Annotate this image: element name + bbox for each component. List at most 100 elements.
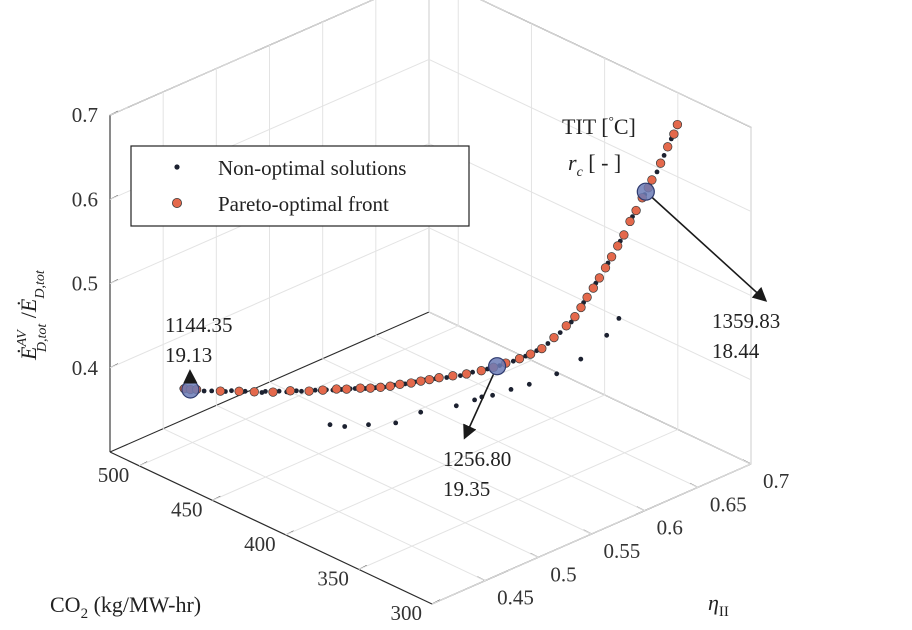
point-non-optimal	[453, 403, 459, 409]
axis-edge-right-top	[480, 0, 752, 128]
grid-line-z-right	[480, 0, 752, 128]
annotation-rc: 19.13	[165, 343, 212, 367]
grid-line-z	[109, 0, 374, 116]
point-pareto	[406, 378, 416, 388]
y-axis-label: CO2 (kg/MW-hr)	[50, 592, 201, 622]
point-non-optimal	[209, 388, 215, 394]
point-pareto	[588, 283, 598, 293]
z-axis-label: ĖAV D,tot /ĖD,tot	[15, 269, 50, 361]
point-pareto	[434, 373, 444, 383]
point-pareto	[448, 371, 458, 381]
tick-label-y: 400	[244, 532, 276, 556]
point-pareto	[582, 292, 592, 302]
tick-label-y: 350	[317, 566, 349, 590]
legend-label-non-optimal: Non-optimal solutions	[218, 156, 406, 180]
point-pareto	[669, 129, 679, 139]
point-pareto	[594, 273, 605, 283]
point-non-optimal	[545, 341, 551, 346]
point-non-optimal	[557, 330, 563, 335]
point-non-optimal	[229, 388, 234, 394]
point-highlighted	[488, 357, 507, 376]
annotation-rc: 19.35	[443, 477, 490, 501]
point-pareto	[234, 386, 244, 396]
point-pareto	[600, 263, 611, 273]
point-non-optimal	[242, 388, 248, 394]
point-pareto	[304, 386, 314, 396]
point-non-optimal	[470, 369, 475, 375]
point-non-optimal	[418, 409, 424, 415]
legend-marker-non-optimal	[174, 164, 180, 170]
grid-line-y-floor	[139, 325, 459, 467]
tick-label-y: 500	[98, 463, 130, 487]
point-non-optimal	[276, 388, 282, 394]
legend: Non-optimal solutions Pareto-optimal fro…	[130, 145, 470, 227]
point-pareto	[663, 142, 673, 152]
point-pareto	[647, 175, 657, 185]
legend-label-pareto: Pareto-optimal front	[218, 192, 389, 216]
tick-label-z: 0.5	[72, 272, 98, 296]
point-pareto	[655, 158, 666, 168]
point-non-optimal	[294, 388, 299, 394]
point-pareto	[549, 332, 559, 343]
point-pareto	[385, 381, 395, 391]
tick-label-z: 0.7	[72, 103, 98, 127]
grid-line-z-right	[428, 227, 752, 381]
annotation-arrow	[463, 374, 495, 440]
tick-label-x: 0.45	[497, 586, 534, 610]
grid-line-x-floor	[162, 428, 486, 582]
tick-label-x: 0.65	[710, 492, 747, 516]
point-pareto	[606, 252, 617, 262]
grid-line-x-floor	[269, 381, 592, 535]
tick-label-x: 0.6	[657, 516, 683, 540]
point-pareto	[365, 383, 376, 393]
annotations: 1144.35 19.13 1256.80 19.35 1359.83 18.44	[165, 197, 780, 501]
grid-line-y-floor	[358, 428, 679, 570]
point-non-optimal	[393, 420, 399, 426]
point-pareto	[355, 383, 365, 393]
point-pareto	[476, 366, 486, 376]
point-non-optimal	[263, 389, 268, 394]
point-pareto	[318, 385, 328, 395]
axis-line-y	[109, 451, 433, 605]
grid-line-z-right	[428, 58, 752, 212]
point-pareto	[613, 241, 623, 251]
point-pareto	[331, 384, 342, 394]
tick-label-y: 450	[171, 497, 203, 521]
point-non-optimal	[526, 381, 532, 387]
point-pareto	[525, 349, 536, 359]
point-non-optimal	[472, 397, 477, 403]
point-pareto	[625, 216, 635, 227]
tick-label-x: 0.7	[763, 469, 789, 493]
grid-line-x-floor	[428, 311, 752, 465]
grid-line-x-floor	[322, 358, 645, 512]
point-pareto	[215, 386, 226, 396]
point-non-optimal	[458, 373, 463, 378]
point-pareto	[461, 369, 472, 379]
point-pareto	[395, 379, 405, 389]
x-axis-label: ηII	[708, 590, 729, 620]
tick-label-z: 0.4	[72, 356, 99, 380]
point-non-optimal	[604, 332, 610, 338]
grid-line-y-floor	[285, 394, 605, 536]
tick-label-y: 300	[391, 601, 423, 625]
annotation-tit: 1256.80	[443, 447, 511, 471]
point-pareto	[672, 119, 683, 130]
point-non-optimal	[342, 424, 348, 429]
point-non-optimal	[327, 422, 333, 428]
point-pareto	[576, 302, 586, 313]
point-non-optimal	[578, 356, 584, 362]
point-non-optimal	[201, 388, 207, 394]
point-pareto	[561, 321, 571, 331]
point-non-optimal	[312, 387, 318, 393]
rc-label: rc [ - ]	[568, 150, 621, 180]
grid-line-y-floor	[212, 359, 532, 501]
grid-line-y-floor	[431, 463, 752, 605]
point-pareto	[249, 387, 259, 397]
grid-line-z-right	[428, 143, 752, 297]
point-pareto	[619, 230, 629, 240]
point-pareto	[341, 384, 352, 394]
point-non-optimal	[444, 375, 450, 380]
point-non-optimal	[490, 392, 495, 398]
point-pareto	[570, 312, 580, 322]
